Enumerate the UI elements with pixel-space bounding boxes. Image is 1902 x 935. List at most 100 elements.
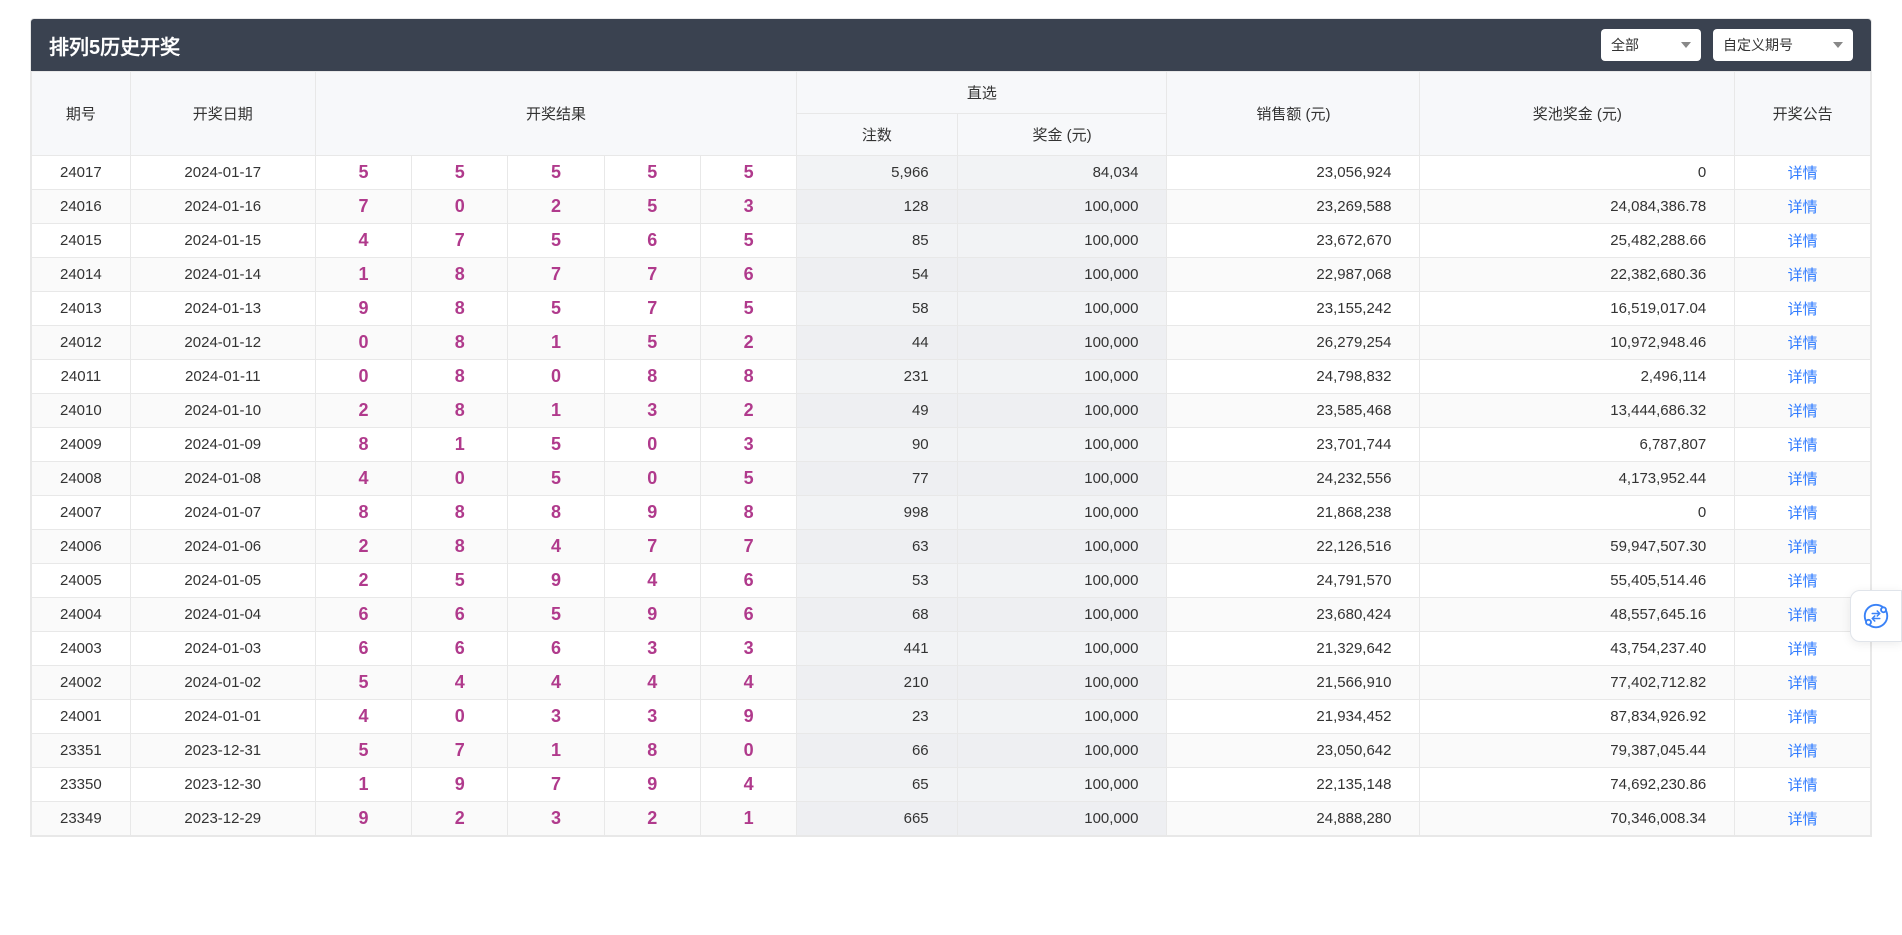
th-pool: 奖池奖金 (元): [1420, 72, 1735, 156]
filter-custom-issue-select[interactable]: 自定义期号: [1713, 29, 1853, 61]
filter-all-select[interactable]: 全部: [1601, 29, 1701, 61]
detail-link[interactable]: 详情: [1788, 267, 1818, 284]
cell-ball: 3: [508, 802, 604, 836]
cell-pool: 10,972,948.46: [1420, 326, 1735, 360]
cell-ball: 5: [508, 462, 604, 496]
cell-date: 2024-01-02: [130, 666, 315, 700]
swap-circle-icon: [1861, 601, 1891, 631]
cell-ball: 0: [604, 428, 700, 462]
cell-notice: 详情: [1735, 666, 1871, 700]
cell-pool: 22,382,680.36: [1420, 258, 1735, 292]
detail-link[interactable]: 详情: [1788, 301, 1818, 318]
cell-notice: 详情: [1735, 428, 1871, 462]
cell-issue: 24017: [32, 156, 131, 190]
cell-prize: 100,000: [957, 564, 1167, 598]
cell-issue: 24006: [32, 530, 131, 564]
cell-prize: 100,000: [957, 802, 1167, 836]
cell-ball: 8: [604, 734, 700, 768]
cell-date: 2024-01-08: [130, 462, 315, 496]
detail-link[interactable]: 详情: [1788, 811, 1818, 828]
detail-link[interactable]: 详情: [1788, 165, 1818, 182]
cell-ball: 8: [508, 496, 604, 530]
table-row: 240112024-01-1108088231100,00024,798,832…: [32, 360, 1871, 394]
cell-issue: 24011: [32, 360, 131, 394]
table-row: 240092024-01-098150390100,00023,701,7446…: [32, 428, 1871, 462]
cell-count: 85: [797, 224, 957, 258]
cell-ball: 7: [508, 258, 604, 292]
chevron-down-icon: [1681, 42, 1691, 48]
cell-date: 2024-01-07: [130, 496, 315, 530]
detail-link[interactable]: 详情: [1788, 675, 1818, 692]
cell-prize: 100,000: [957, 292, 1167, 326]
cell-date: 2023-12-30: [130, 768, 315, 802]
cell-ball: 4: [315, 224, 411, 258]
cell-count: 23: [797, 700, 957, 734]
cell-issue: 23351: [32, 734, 131, 768]
cell-ball: 4: [604, 666, 700, 700]
cell-ball: 4: [315, 700, 411, 734]
detail-link[interactable]: 详情: [1788, 641, 1818, 658]
float-action-button[interactable]: [1850, 590, 1902, 642]
detail-link[interactable]: 详情: [1788, 471, 1818, 488]
cell-pool: 4,173,952.44: [1420, 462, 1735, 496]
detail-link[interactable]: 详情: [1788, 403, 1818, 420]
th-sales: 销售额 (元): [1167, 72, 1420, 156]
cell-ball: 8: [412, 326, 508, 360]
cell-ball: 6: [604, 224, 700, 258]
cell-pool: 79,387,045.44: [1420, 734, 1735, 768]
cell-issue: 24014: [32, 258, 131, 292]
cell-ball: 1: [508, 326, 604, 360]
panel-header: 排列5历史开奖 全部 自定义期号: [31, 19, 1871, 71]
cell-ball: 2: [315, 394, 411, 428]
chevron-down-icon: [1833, 42, 1843, 48]
cell-date: 2024-01-03: [130, 632, 315, 666]
cell-issue: 24010: [32, 394, 131, 428]
detail-link[interactable]: 详情: [1788, 743, 1818, 760]
cell-count: 77: [797, 462, 957, 496]
cell-issue: 24005: [32, 564, 131, 598]
detail-link[interactable]: 详情: [1788, 709, 1818, 726]
cell-sales: 21,329,642: [1167, 632, 1420, 666]
cell-issue: 24007: [32, 496, 131, 530]
cell-ball: 4: [604, 564, 700, 598]
cell-notice: 详情: [1735, 530, 1871, 564]
cell-prize: 100,000: [957, 598, 1167, 632]
detail-link[interactable]: 详情: [1788, 777, 1818, 794]
cell-prize: 100,000: [957, 734, 1167, 768]
th-prize: 奖金 (元): [957, 114, 1167, 156]
detail-link[interactable]: 详情: [1788, 437, 1818, 454]
cell-ball: 6: [700, 564, 796, 598]
table-row: 240132024-01-139857558100,00023,155,2421…: [32, 292, 1871, 326]
detail-link[interactable]: 详情: [1788, 335, 1818, 352]
th-issue: 期号: [32, 72, 131, 156]
cell-notice: 详情: [1735, 156, 1871, 190]
detail-link[interactable]: 详情: [1788, 539, 1818, 556]
cell-count: 63: [797, 530, 957, 564]
cell-ball: 9: [700, 700, 796, 734]
cell-notice: 详情: [1735, 802, 1871, 836]
cell-ball: 7: [604, 292, 700, 326]
cell-sales: 22,987,068: [1167, 258, 1420, 292]
detail-link[interactable]: 详情: [1788, 199, 1818, 216]
detail-link[interactable]: 详情: [1788, 573, 1818, 590]
cell-ball: 5: [412, 564, 508, 598]
cell-prize: 100,000: [957, 224, 1167, 258]
detail-link[interactable]: 详情: [1788, 233, 1818, 250]
detail-link[interactable]: 详情: [1788, 607, 1818, 624]
cell-ball: 7: [412, 734, 508, 768]
table-row: 240172024-01-17555555,96684,03423,056,92…: [32, 156, 1871, 190]
cell-ball: 0: [604, 462, 700, 496]
cell-prize: 100,000: [957, 530, 1167, 564]
cell-notice: 详情: [1735, 496, 1871, 530]
cell-ball: 8: [412, 360, 508, 394]
cell-notice: 详情: [1735, 700, 1871, 734]
detail-link[interactable]: 详情: [1788, 369, 1818, 386]
cell-notice: 详情: [1735, 564, 1871, 598]
detail-link[interactable]: 详情: [1788, 505, 1818, 522]
cell-date: 2024-01-01: [130, 700, 315, 734]
cell-ball: 0: [315, 360, 411, 394]
cell-ball: 5: [315, 666, 411, 700]
table-row: 240122024-01-120815244100,00026,279,2541…: [32, 326, 1871, 360]
cell-date: 2024-01-16: [130, 190, 315, 224]
cell-ball: 4: [508, 666, 604, 700]
